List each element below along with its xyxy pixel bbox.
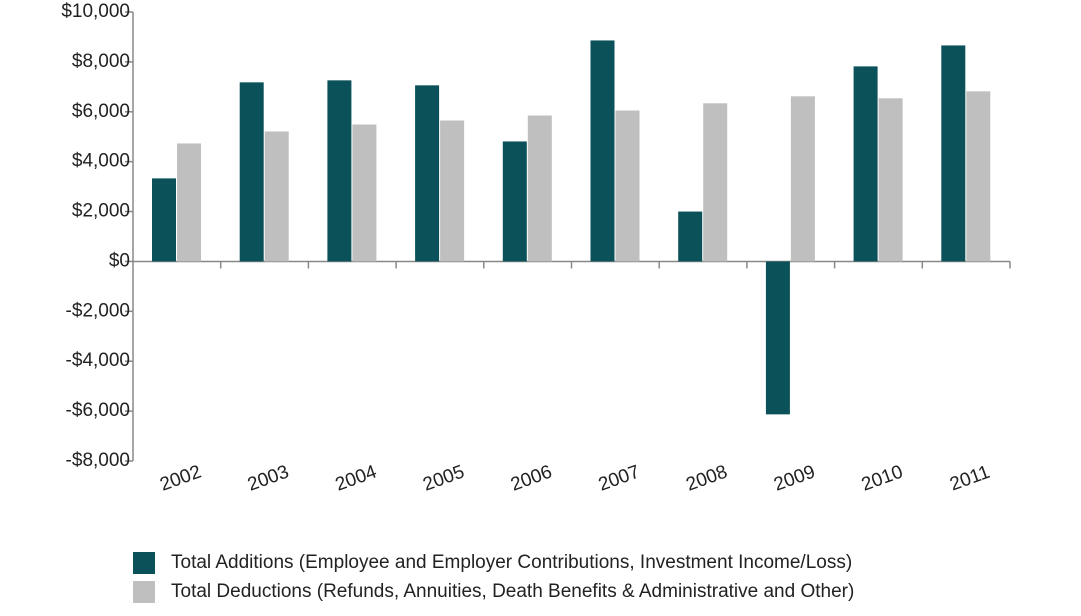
bar bbox=[152, 178, 176, 262]
y-tick-label: -$4,000 bbox=[66, 350, 130, 371]
bar bbox=[790, 96, 815, 262]
bar bbox=[415, 85, 440, 262]
x-tick-label: 2009 bbox=[771, 461, 818, 495]
bar bbox=[703, 103, 728, 262]
legend-label: Total Additions (Employee and Employer C… bbox=[171, 552, 852, 573]
bar bbox=[264, 131, 289, 262]
y-tick-label: $6,000 bbox=[72, 101, 130, 122]
bar bbox=[590, 40, 615, 262]
legend-label: Total Deductions (Refunds, Annuities, De… bbox=[171, 581, 854, 602]
x-tick-label: 2006 bbox=[508, 461, 555, 495]
y-tick-label: $8,000 bbox=[72, 51, 130, 72]
bar bbox=[765, 261, 790, 415]
bar bbox=[853, 66, 878, 262]
x-tick-label: 2003 bbox=[245, 461, 292, 495]
legend-swatch bbox=[133, 552, 155, 574]
x-tick-label: 2002 bbox=[157, 461, 204, 495]
x-tick-label: 2007 bbox=[596, 461, 643, 495]
bar bbox=[678, 211, 703, 262]
bar bbox=[878, 98, 903, 262]
bar bbox=[966, 91, 991, 262]
bar bbox=[327, 80, 352, 262]
bar bbox=[527, 115, 552, 262]
bar bbox=[440, 120, 465, 262]
legend-swatch bbox=[133, 581, 155, 603]
y-tick-label: $0 bbox=[109, 250, 130, 271]
bar bbox=[239, 82, 264, 262]
y-tick-label: $10,000 bbox=[61, 1, 130, 22]
x-tick-label: 2011 bbox=[947, 462, 993, 496]
bar bbox=[352, 124, 377, 262]
x-tick-label: 2005 bbox=[420, 461, 467, 495]
bar bbox=[615, 110, 640, 262]
x-tick-label: 2008 bbox=[683, 461, 730, 495]
y-tick-label: -$8,000 bbox=[66, 450, 130, 471]
y-tick-label: -$6,000 bbox=[66, 400, 130, 421]
bar bbox=[502, 141, 527, 262]
x-tick-label: 2010 bbox=[859, 461, 906, 495]
x-tick-label: 2004 bbox=[333, 461, 380, 495]
y-tick-label: -$2,000 bbox=[66, 300, 130, 321]
bar bbox=[941, 45, 966, 262]
y-tick-label: $2,000 bbox=[72, 201, 130, 222]
bar bbox=[177, 143, 201, 262]
y-tick-label: $4,000 bbox=[72, 151, 130, 172]
